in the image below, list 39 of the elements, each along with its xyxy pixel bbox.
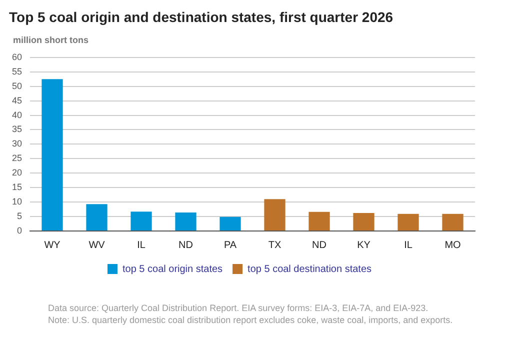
source-note: Data source: Quarterly Coal Distribution Report. EIA survey forms: EIA-3, EIA-7A, and EIA-923. [48,302,430,314]
bar [86,204,108,230]
x-tick-label: IL [137,240,146,251]
bar [42,79,63,230]
legend-label: top 5 coal origin states [122,264,223,275]
y-tick-label: 40 [12,110,22,120]
y-tick-label: 5 [16,211,22,222]
x-tick-label: ND [178,240,193,251]
bar [398,214,419,230]
x-tick-label: KY [357,240,371,251]
x-tick-label: IL [404,240,413,251]
y-tick-label: 60 [12,52,22,62]
y-tick-label: 10 [12,196,22,207]
x-tick-label: WY [44,240,61,251]
legend-label: top 5 coal destination states [248,264,372,275]
bar [175,212,196,230]
bar [130,212,152,230]
bar [442,214,464,230]
bar [220,216,241,230]
chart-title: Top 5 coal origin and destination states, first quarter 2026 [9,9,394,25]
bar [308,212,330,230]
y-tick-label: 30 [12,138,22,149]
y-tick-label: 45 [12,95,22,106]
x-tick-label: ND [312,240,326,251]
bar [353,213,374,230]
bar [264,199,286,230]
y-tick-label: 0 [16,225,22,236]
y-tick-label: 20 [12,168,22,178]
y-tick-label: 25 [12,153,22,164]
text: Note: U.S. quarterly domestic coal distribution report excludes coke, waste coal, imports, and exports. [48,314,454,326]
y-tick-label: 55 [12,66,22,76]
y-axis-title: million short tons [13,35,88,45]
x-tick-label: MO [444,240,462,251]
y-tick-label: 15 [12,182,22,192]
x-tick-label: PA [224,240,237,251]
y-tick-label: 35 [12,124,22,134]
x-tick-label: TX [268,240,282,251]
y-tick-label: 50 [12,80,22,91]
x-tick-label: WV [88,240,106,251]
